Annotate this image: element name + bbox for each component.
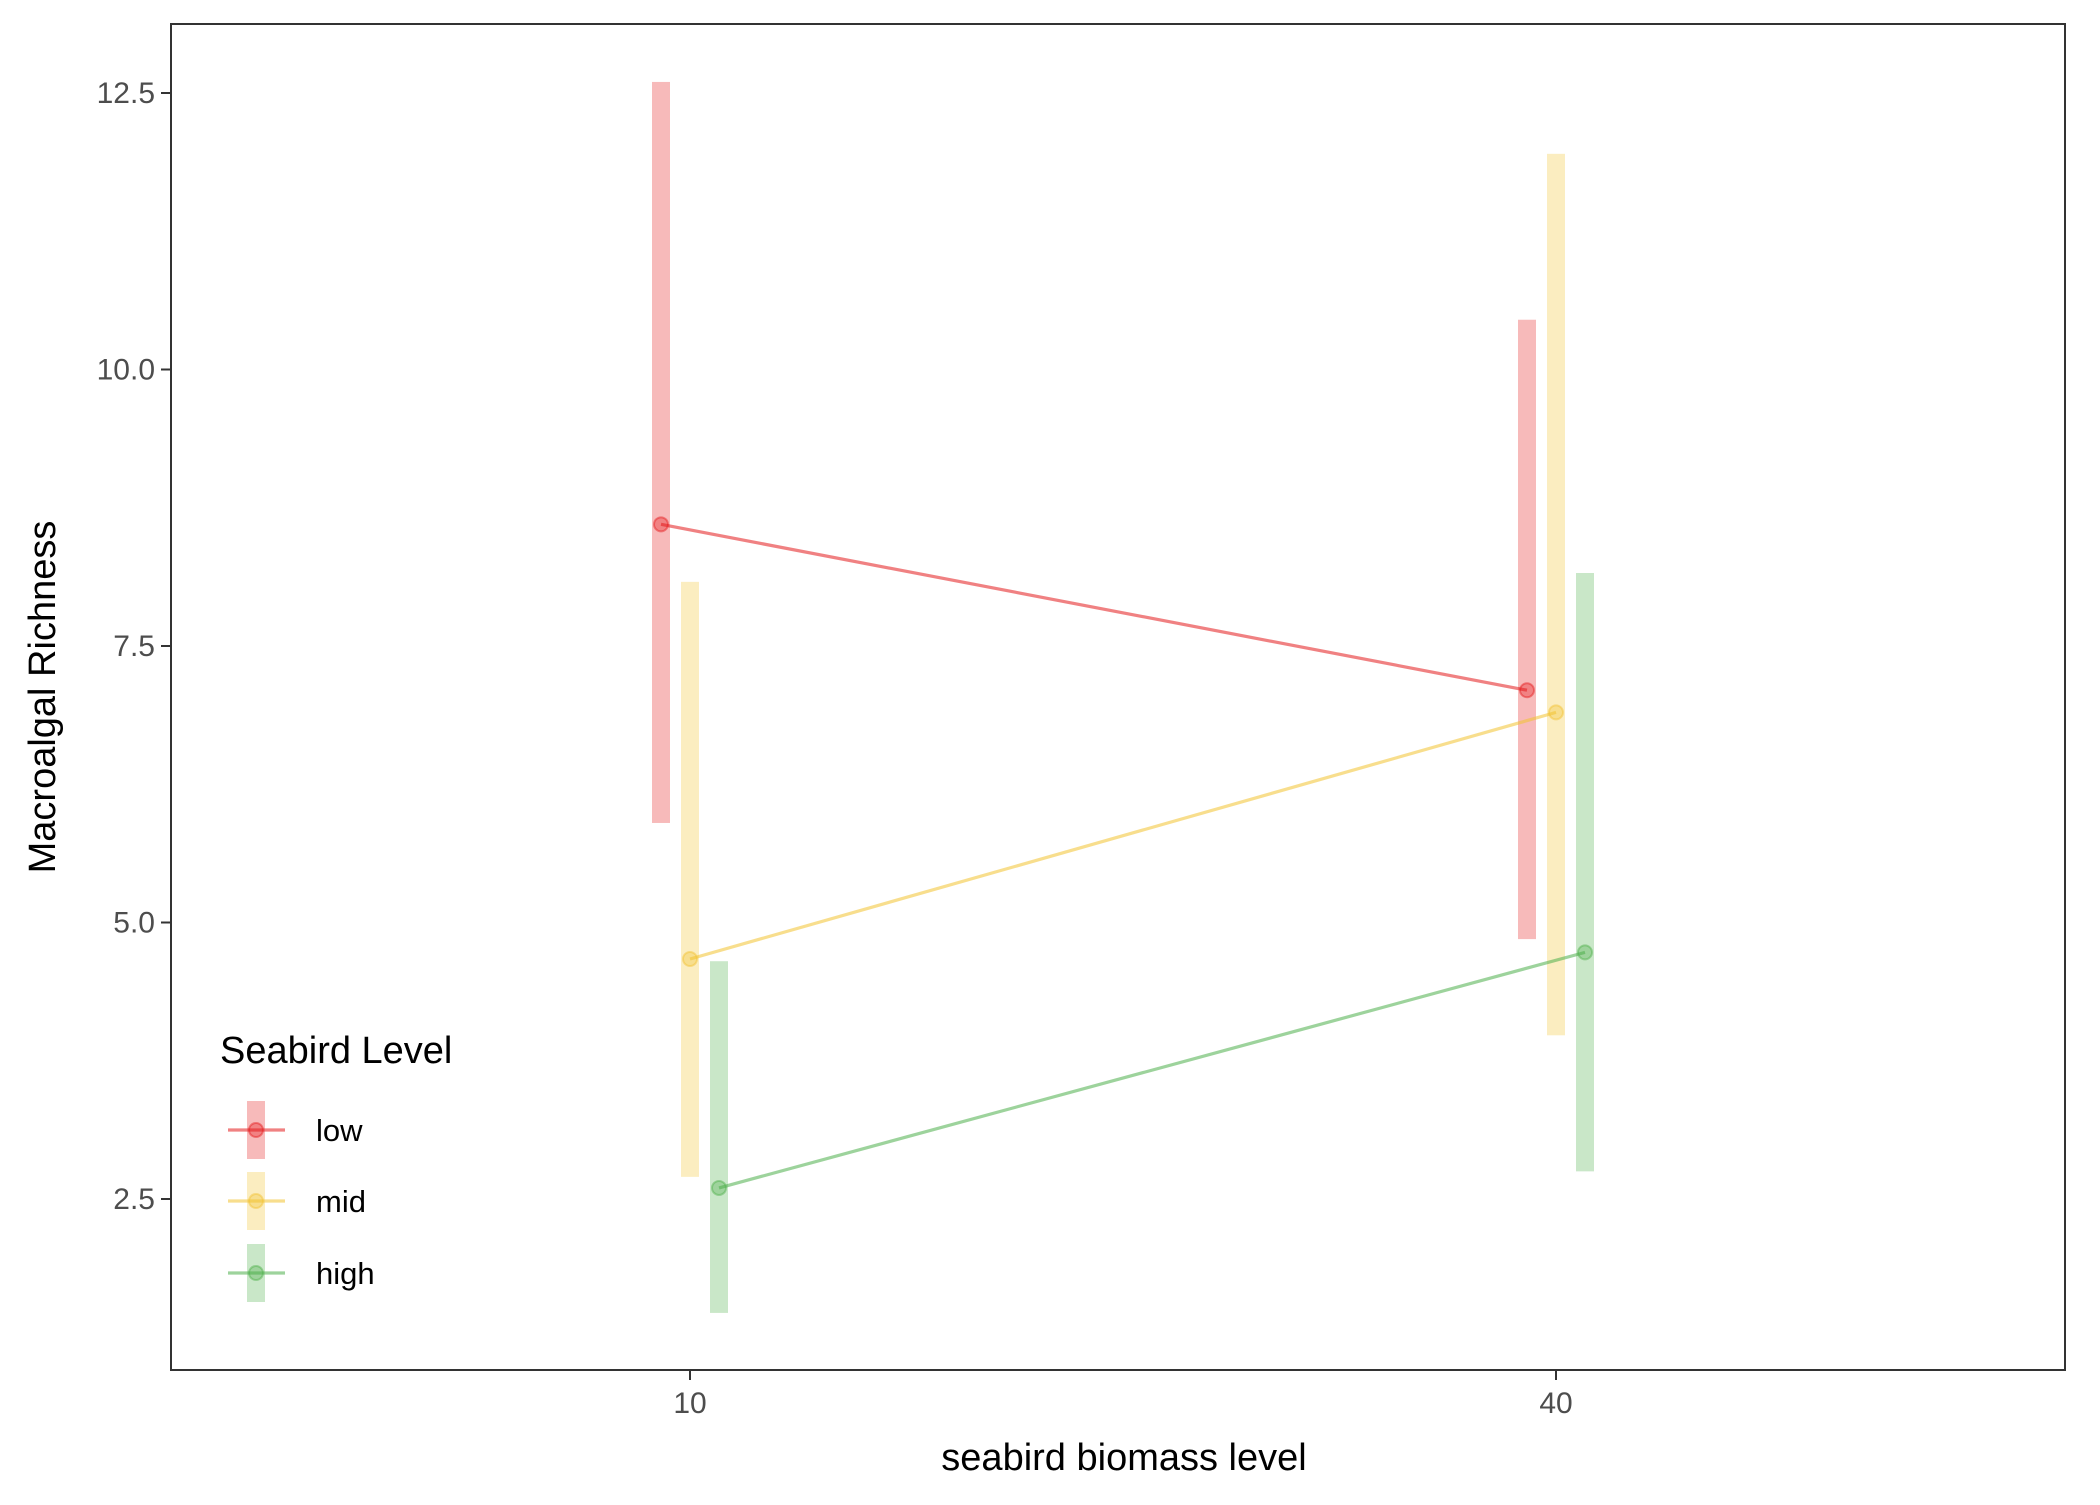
series-points (653, 516, 1593, 1196)
legend-title: Seabird Level (220, 1030, 452, 1072)
plot-panel (170, 23, 2066, 1371)
data-point-high (1577, 944, 1593, 961)
y-tick-label: 5.0 (113, 907, 155, 940)
x-axis-title: seabird biomass level (941, 1437, 1306, 1479)
legend-label-high: high (316, 1256, 375, 1291)
error-bar-low (652, 81, 670, 823)
legend: Seabird Level low mid high (220, 1030, 452, 1302)
data-point-mid (1548, 704, 1564, 721)
legend-key-point-high (248, 1265, 264, 1281)
legend-key-point-mid (248, 1193, 264, 1209)
x-tick-label: 40 (1539, 1387, 1572, 1420)
data-point-mid (682, 950, 698, 967)
error-bar-high (1576, 573, 1594, 1172)
y-tick-label: 12.5 (97, 77, 155, 110)
legend-key-point-low (248, 1122, 264, 1138)
series-lines (660, 522, 1586, 1190)
legend-label-mid: mid (316, 1184, 366, 1219)
y-axis: 2.5 5.0 7.5 10.0 12.5 (97, 77, 171, 1216)
y-tick-label: 2.5 (113, 1183, 155, 1216)
data-point-low (653, 516, 669, 533)
y-tick-label: 10.0 (97, 354, 155, 387)
series-line-low (660, 522, 1528, 692)
y-axis-title: Macroalgal Richness (22, 521, 64, 874)
x-axis: 10 40 (673, 1370, 1573, 1420)
data-point-low (1519, 682, 1535, 699)
error-bars (652, 81, 1594, 1313)
error-bar-mid (681, 581, 699, 1177)
error-bar-high (710, 961, 728, 1313)
data-point-high (711, 1179, 727, 1196)
error-bar-low (1518, 319, 1536, 940)
series-line-high (718, 950, 1586, 1190)
series-line-mid (689, 710, 1557, 961)
y-tick-label: 7.5 (113, 630, 155, 663)
error-bar-mid (1547, 153, 1565, 1036)
x-tick-label: 10 (673, 1387, 706, 1420)
legend-label-low: low (316, 1113, 363, 1148)
